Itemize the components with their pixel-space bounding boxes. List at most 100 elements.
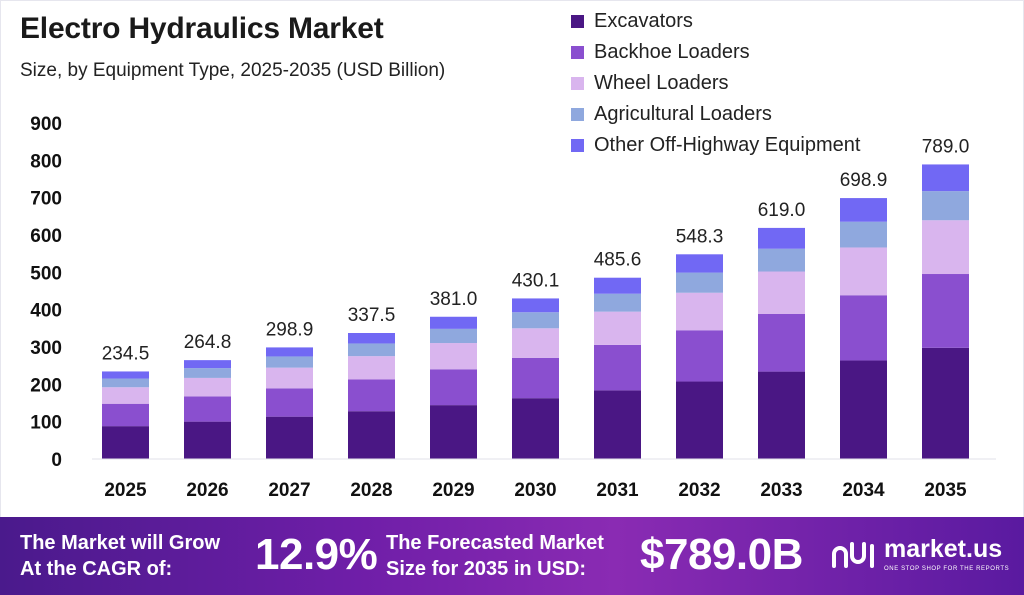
bar-segment-excavators-2025	[102, 426, 149, 459]
bar-segment-agricultural-loaders-2026	[184, 368, 231, 378]
forecast-value: $789.0B	[640, 530, 803, 579]
y-tick-label: 500	[30, 263, 62, 284]
bar-segment-backhoe-loaders-2030	[512, 357, 559, 399]
x-tick-label: 2027	[268, 480, 310, 501]
legend-swatch	[571, 46, 584, 59]
x-axis-ticks: 2025 2026 2027 2028 2029 2030 2031 2032 2033 2034…	[104, 480, 967, 501]
total-label: 485.6	[594, 250, 642, 271]
x-tick-label: 2025	[104, 480, 147, 501]
bar-segment-backhoe-loaders-2031	[594, 344, 641, 391]
bar-segment-backhoe-loaders-2028	[348, 379, 395, 412]
chart-subtitle: Size, by Equipment Type, 2025-2035 (USD …	[20, 60, 446, 81]
cagr-label-line2: At the CAGR of:	[20, 558, 173, 580]
market-us-logo-icon	[832, 542, 874, 568]
bar-segment-wheel-loaders-2030	[512, 328, 559, 358]
legend-swatch	[571, 77, 584, 90]
x-tick-label: 2031	[596, 480, 639, 501]
bar-segment-other-off-highway-equipment-2028	[348, 333, 395, 344]
forecast-label-line1: The Forecasted Market	[386, 532, 604, 554]
legend-item-backhoe-loaders: Backhoe Loaders	[571, 37, 860, 68]
bar-segment-backhoe-loaders-2033	[758, 313, 805, 372]
bar-segment-excavators-2032	[676, 381, 723, 459]
y-tick-label: 800	[30, 151, 62, 172]
x-tick-label: 2034	[842, 480, 885, 501]
total-label: 548.3	[676, 226, 724, 247]
legend-label: Excavators	[594, 10, 693, 32]
x-tick-label: 2028	[350, 480, 392, 501]
bar-segment-other-off-highway-equipment-2032	[676, 254, 723, 273]
cagr-value: 12.9%	[255, 530, 378, 579]
x-tick-label: 2035	[924, 480, 967, 501]
legend-item-agricultural-loaders: Agricultural Loaders	[571, 99, 860, 130]
bar-segment-agricultural-loaders-2032	[676, 272, 723, 293]
y-axis-ticks: 0 100 200 300 400 500 600 700 800 900	[30, 114, 62, 471]
total-label: 264.8	[184, 332, 232, 353]
bar-segment-agricultural-loaders-2030	[512, 312, 559, 329]
total-label: 619.0	[758, 200, 806, 221]
x-tick-label: 2030	[514, 480, 556, 501]
bar-segment-agricultural-loaders-2034	[840, 221, 887, 248]
bar-segment-agricultural-loaders-2027	[266, 356, 313, 368]
bar-segment-wheel-loaders-2027	[266, 367, 313, 389]
bar-segment-excavators-2030	[512, 398, 559, 459]
bar-segment-agricultural-loaders-2025	[102, 378, 149, 388]
bar-segment-wheel-loaders-2029	[430, 343, 477, 370]
bar-segment-wheel-loaders-2034	[840, 247, 887, 296]
total-label: 430.1	[512, 270, 560, 291]
bar-segment-excavators-2026	[184, 421, 231, 459]
total-label: 698.9	[840, 170, 888, 191]
cagr-label-line1: The Market will Grow	[20, 532, 221, 554]
bar-segment-wheel-loaders-2035	[922, 220, 969, 275]
bar-segment-excavators-2035	[922, 347, 969, 459]
bar-segment-backhoe-loaders-2034	[840, 295, 887, 361]
bar-segment-wheel-loaders-2026	[184, 377, 231, 397]
bar-segment-wheel-loaders-2033	[758, 271, 805, 314]
bar-segment-other-off-highway-equipment-2034	[840, 198, 887, 222]
total-label: 298.9	[266, 319, 314, 340]
bar-segment-other-off-highway-equipment-2027	[266, 347, 313, 357]
legend-label: Agricultural Loaders	[594, 103, 772, 125]
legend-label: Backhoe Loaders	[594, 41, 750, 63]
footer-banner: The Market will Grow At the CAGR of: 12.…	[0, 517, 1024, 595]
bar-segment-wheel-loaders-2028	[348, 356, 395, 380]
x-tick-label: 2032	[678, 480, 720, 501]
bar-segment-other-off-highway-equipment-2026	[184, 360, 231, 369]
bar-segment-agricultural-loaders-2031	[594, 293, 641, 312]
bar-segment-other-off-highway-equipment-2030	[512, 298, 559, 313]
bar-segment-wheel-loaders-2025	[102, 387, 149, 404]
chart-title: Electro Hydraulics Market	[20, 12, 384, 45]
total-labels: 234.5 264.8 298.9 337.5 381.0 430.1 485.6 548.3…	[102, 136, 970, 364]
bar-segment-excavators-2027	[266, 416, 313, 459]
y-tick-label: 400	[30, 301, 62, 322]
bar-segment-other-off-highway-equipment-2031	[594, 277, 641, 294]
y-tick-label: 300	[30, 338, 62, 359]
bar-segment-excavators-2033	[758, 371, 805, 459]
y-tick-label: 0	[51, 450, 62, 471]
legend-item-wheel-loaders: Wheel Loaders	[571, 68, 860, 99]
total-label: 381.0	[430, 289, 478, 310]
brand-name: market.us	[884, 535, 1003, 563]
bar-segment-backhoe-loaders-2032	[676, 330, 723, 382]
bar-segment-other-off-highway-equipment-2035	[922, 164, 969, 192]
x-tick-label: 2029	[432, 480, 474, 501]
bar-segment-wheel-loaders-2031	[594, 311, 641, 345]
legend-swatch	[571, 15, 584, 28]
bar-segment-agricultural-loaders-2033	[758, 248, 805, 272]
bar-segment-backhoe-loaders-2035	[922, 274, 969, 348]
legend: Excavators Backhoe Loaders Wheel Loaders…	[571, 6, 860, 161]
forecast-label-line2: Size for 2035 in USD:	[386, 558, 587, 580]
legend-label: Wheel Loaders	[594, 72, 729, 94]
y-tick-label: 700	[30, 189, 62, 210]
legend-swatch	[571, 139, 584, 152]
bar-segment-backhoe-loaders-2026	[184, 396, 231, 422]
bar-segment-agricultural-loaders-2035	[922, 191, 969, 221]
bar-segment-other-off-highway-equipment-2033	[758, 227, 805, 249]
legend-item-other-off-highway: Other Off-Highway Equipment	[571, 130, 860, 161]
x-tick-label: 2026	[186, 480, 228, 501]
legend-label: Other Off-Highway Equipment	[594, 134, 861, 156]
forecast-label: The Forecasted Market Size for 2035 in U…	[386, 530, 604, 582]
legend-item-excavators: Excavators	[571, 6, 860, 37]
x-tick-label: 2033	[760, 480, 802, 501]
total-label: 337.5	[348, 305, 396, 326]
bar-segment-other-off-highway-equipment-2025	[102, 371, 149, 379]
